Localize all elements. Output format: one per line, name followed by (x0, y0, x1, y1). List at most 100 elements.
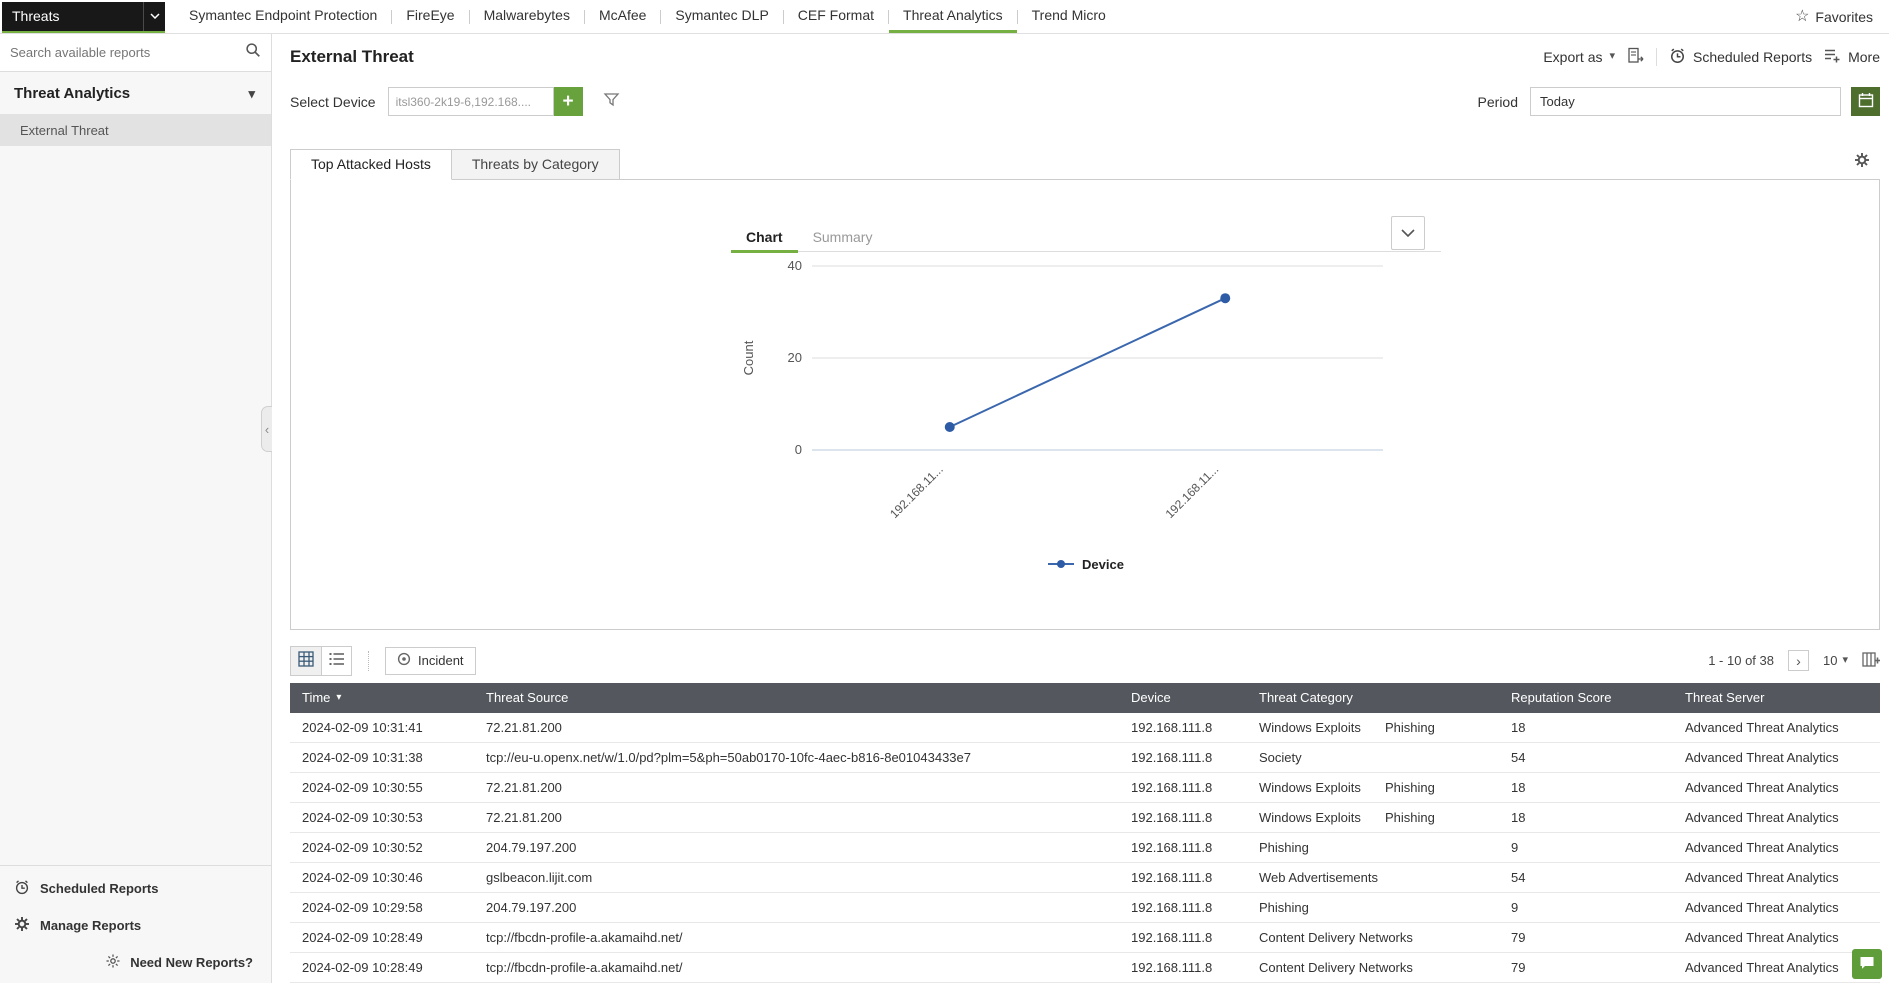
sort-desc-icon: ▾ (336, 691, 342, 703)
table-section: Incident 1 - 10 of 38 › 10 ▾ (290, 645, 1880, 983)
chart-legend[interactable]: Device (731, 557, 1441, 572)
cell-threat-server: Advanced Threat Analytics (1685, 719, 1839, 735)
period-input[interactable]: Today (1530, 87, 1841, 117)
device-input[interactable]: itsl360-2k19-6,192.168.... (387, 87, 554, 117)
table-header: Time ▾ Threat Source Device Threat Categ… (290, 682, 1880, 713)
nav-separator (1016, 9, 1018, 24)
table-row[interactable]: 2024-02-09 10:28:49 tcp://fbcdn-profile-… (290, 922, 1880, 953)
cell-threat-category: Windows Exploits Phishing (1259, 779, 1435, 795)
tab-chart[interactable]: Chart (731, 224, 798, 253)
cell-threat-server: Advanced Threat Analytics (1685, 929, 1839, 945)
column-device[interactable]: Device (1131, 690, 1171, 706)
grid-view-button[interactable] (291, 646, 321, 675)
scheduled-reports-link[interactable]: Scheduled Reports (0, 870, 271, 907)
cell-device: 192.168.111.8 (1131, 809, 1213, 825)
table-row[interactable]: 2024-02-09 10:30:46 gslbeacon.lijit.com … (290, 862, 1880, 893)
cell-threat-category: Windows Exploits Phishing (1259, 719, 1435, 735)
cell-threat-source: tcp://fbcdn-profile-a.akamaihd.net/ (486, 929, 683, 945)
page-size-select[interactable]: 10 ▾ (1823, 653, 1848, 668)
filter-button[interactable] (603, 92, 620, 111)
svg-text:192.168.11...: 192.168.11... (1163, 462, 1222, 521)
tab-summary[interactable]: Summary (812, 228, 873, 245)
nav-item-threat-analytics[interactable]: Threat Analytics (889, 0, 1017, 33)
favorites-label: Favorites (1815, 8, 1873, 25)
chart-panel: Chart Summary 0 20 40 Count 192.168.11... 192… (290, 178, 1880, 630)
svg-text:Count: Count (741, 340, 756, 375)
next-page-icon: › (1796, 652, 1801, 669)
column-threat-server[interactable]: Threat Server (1685, 690, 1765, 706)
svg-text:0: 0 (795, 442, 802, 457)
report-search (0, 34, 271, 72)
table-row[interactable]: 2024-02-09 10:28:49 tcp://fbcdn-profile-… (290, 952, 1880, 983)
need-new-reports-link[interactable]: Need New Reports? (0, 944, 271, 981)
manage-reports-label: Manage Reports (40, 918, 142, 933)
device-selector: itsl360-2k19-6,192.168.... + (387, 87, 583, 117)
cell-reputation-score: 54 (1511, 749, 1526, 765)
nav-item-mcafee[interactable]: McAfee (598, 7, 647, 23)
column-threat-category[interactable]: Threat Category (1259, 690, 1353, 706)
calendar-button[interactable] (1851, 87, 1880, 117)
table-row[interactable]: 2024-02-09 10:30:52 204.79.197.200 192.1… (290, 832, 1880, 863)
cell-time: 2024-02-09 10:30:55 (302, 779, 423, 795)
page-size-value: 10 (1823, 653, 1838, 669)
table-row[interactable]: 2024-02-09 10:31:38 tcp://eu-u.openx.net… (290, 742, 1880, 773)
cell-reputation-score: 9 (1511, 839, 1519, 855)
manage-reports-link[interactable]: Manage Reports (0, 907, 271, 944)
column-time[interactable]: Time ▾ (290, 690, 474, 705)
nav-item-symantec-endpoint-protection[interactable]: Symantec Endpoint Protection (189, 7, 378, 23)
cell-device: 192.168.111.8 (1131, 719, 1213, 735)
table-row[interactable]: 2024-02-09 10:31:41 72.21.81.200 192.168… (290, 712, 1880, 743)
scheduled-reports-button[interactable]: Scheduled Reports (1669, 47, 1812, 67)
cell-threat-server: Advanced Threat Analytics (1685, 959, 1839, 975)
cell-time: 2024-02-09 10:30:46 (302, 869, 423, 885)
scheduled-reports-label: Scheduled Reports (1693, 48, 1813, 65)
nav-item-symantec-dlp[interactable]: Symantec DLP (675, 7, 769, 23)
panel-settings-button[interactable] (1854, 152, 1870, 171)
cell-time: 2024-02-09 10:31:41 (302, 719, 423, 735)
cell-threat-category: Content Delivery Networks (1259, 929, 1413, 945)
table-row[interactable]: 2024-02-09 10:29:58 204.79.197.200 192.1… (290, 892, 1880, 923)
search-icon[interactable] (245, 42, 261, 63)
module-select[interactable]: Threats (2, 1, 165, 33)
favorites-button[interactable]: ☆ Favorites (1795, 7, 1889, 25)
funnel-icon (603, 92, 620, 111)
cell-time: 2024-02-09 10:31:38 (302, 749, 423, 765)
add-device-button[interactable]: + (553, 87, 583, 117)
chevron-down-icon (143, 1, 165, 31)
sidebar-collapse-handle[interactable]: ‹ (261, 406, 272, 452)
list-view-button[interactable] (321, 646, 351, 675)
cell-threat-source: 72.21.81.200 (486, 719, 562, 735)
chat-button[interactable] (1852, 949, 1882, 979)
grid-view-icon (298, 651, 314, 670)
nav-item-fireeye[interactable]: FireEye (406, 7, 455, 23)
export-icon[interactable] (1627, 47, 1644, 67)
nav-item-trend-micro[interactable]: Trend Micro (1031, 7, 1106, 23)
main-header: External Threat Export as ▾ Scheduled Re… (290, 36, 1880, 78)
cell-threat-source: 204.79.197.200 (486, 899, 577, 915)
cell-device: 192.168.111.8 (1131, 869, 1213, 885)
table-row[interactable]: 2024-02-09 10:30:53 72.21.81.200 192.168… (290, 802, 1880, 833)
sidebar-item-external-threat[interactable]: External Threat (0, 114, 271, 146)
table-row[interactable]: 2024-02-09 10:30:55 72.21.81.200 192.168… (290, 772, 1880, 803)
cell-time: 2024-02-09 10:30:52 (302, 839, 423, 855)
star-icon: ☆ (1795, 7, 1810, 25)
column-threat-source[interactable]: Threat Source (486, 690, 569, 706)
column-chooser-button[interactable] (1862, 652, 1880, 670)
export-as-button[interactable]: Export as ▾ (1543, 49, 1615, 65)
sidebar-section-threat-analytics[interactable]: Threat Analytics ▾ (0, 72, 271, 114)
nav-item-cef-format[interactable]: CEF Format (797, 7, 875, 23)
search-input[interactable] (10, 45, 245, 60)
nav-item-malwarebytes[interactable]: Malwarebytes (483, 7, 570, 23)
more-label: More (1848, 48, 1880, 65)
nav-items: Symantec Endpoint Protection FireEye Mal… (175, 0, 1120, 33)
tab-top-attacked-hosts[interactable]: Top Attacked Hosts (290, 148, 452, 180)
cell-reputation-score: 18 (1511, 779, 1526, 795)
next-page-button[interactable]: › (1788, 650, 1809, 672)
cell-threat-source: 72.21.81.200 (486, 809, 562, 825)
column-reputation-score[interactable]: Reputation Score (1511, 690, 1612, 706)
more-button[interactable]: More (1824, 48, 1880, 66)
incident-button[interactable]: Incident (385, 646, 476, 675)
tab-threats-by-category[interactable]: Threats by Category (451, 148, 620, 180)
chart-options-button[interactable] (1391, 215, 1425, 250)
column-label: Time (302, 690, 331, 706)
